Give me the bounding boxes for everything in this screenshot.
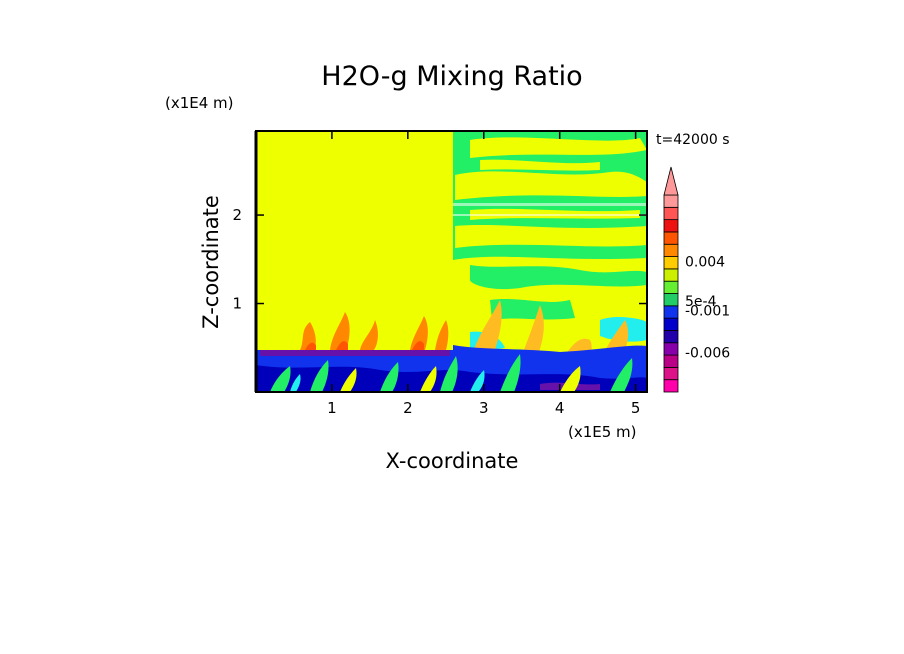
y-axis-ticks: 12 — [232, 206, 647, 313]
colorbar-swatch — [663, 342, 679, 356]
y-tick-label: 2 — [232, 206, 242, 224]
heatmap-field — [256, 131, 647, 392]
colorbar-swatch — [663, 206, 679, 221]
y-axis-label: Z-coordinate — [199, 195, 223, 329]
colorbar-swatch — [663, 256, 679, 270]
colorbar-swatch — [663, 330, 679, 344]
x-tick-label: 5 — [631, 399, 641, 417]
colorbar-swatch — [663, 354, 679, 368]
y-multiplier-label: (x1E4 m) — [165, 94, 234, 112]
x-tick-label: 2 — [403, 399, 413, 417]
colorbar-swatch — [663, 366, 679, 381]
colorbar-label: 0.004 — [685, 254, 725, 270]
x-tick-label: 4 — [555, 399, 565, 417]
y-tick-label: 1 — [232, 295, 242, 313]
colorbar-extend-arrow — [663, 166, 679, 196]
time-label: t=42000 s — [656, 132, 730, 148]
colorbar-swatch — [663, 243, 679, 257]
chart-title: H2O-g Mixing Ratio — [321, 61, 582, 92]
colorbar-swatch — [663, 305, 679, 319]
x-multiplier-label: (x1E5 m) — [568, 423, 637, 441]
colorbar-label: -0.001 — [685, 304, 730, 320]
x-axis-ticks: 1 2 3 4 5 — [327, 131, 640, 417]
colorbar-swatch — [663, 379, 679, 393]
colorbar-swatch — [663, 317, 679, 331]
colorbar-label: -0.006 — [685, 346, 730, 362]
colorbar-swatch — [663, 219, 679, 233]
colorbar-swatch — [663, 231, 679, 245]
colorbar-swatch — [663, 268, 679, 282]
colorbar-swatch — [663, 280, 679, 294]
colorbar-swatch — [663, 194, 679, 208]
colorbar-label: 5e-4 — [685, 294, 717, 310]
x-tick-label: 1 — [327, 399, 337, 417]
x-tick-label: 3 — [479, 399, 489, 417]
colorbar-swatch — [663, 293, 679, 307]
x-axis-label: X-coordinate — [386, 449, 519, 473]
